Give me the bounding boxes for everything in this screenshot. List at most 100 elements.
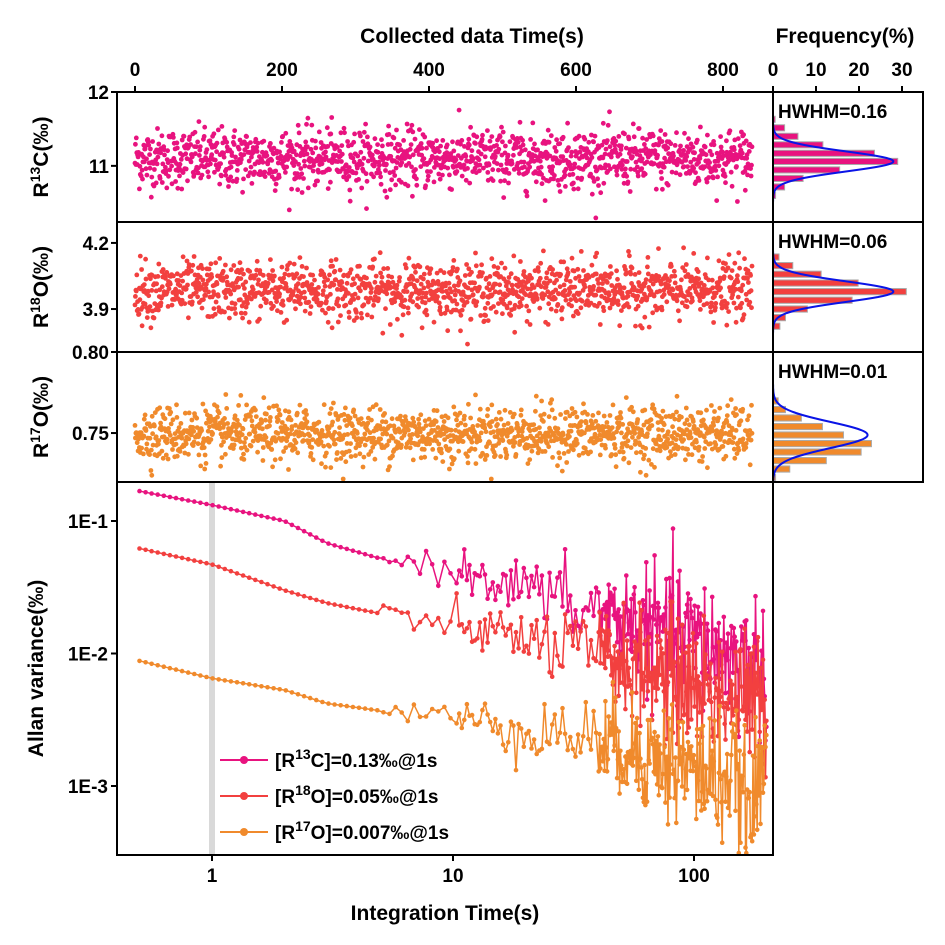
data-point [724,305,729,310]
data-point [699,459,705,464]
data-point [431,319,437,325]
data-point [247,170,253,176]
data-point [542,198,548,204]
data-point [243,279,249,285]
data-point [696,276,701,282]
data-point [504,452,510,458]
data-point [564,460,570,465]
data-point [537,275,543,281]
data-point [240,315,246,321]
data-point [728,275,734,281]
data-point [677,318,682,324]
allan-point [616,607,621,612]
data-point [167,432,173,438]
data-point [238,393,244,398]
data-point [617,151,623,157]
data-point [232,128,238,134]
data-point [715,174,720,180]
histogram-bar [772,457,827,465]
data-point [173,286,179,292]
data-point [581,401,586,407]
data-point [168,421,174,427]
allan-point [143,547,148,553]
data-point [201,134,207,139]
data-point [444,142,450,148]
data-point [425,177,431,183]
data-point [166,426,171,431]
data-point [724,322,730,328]
data-point [208,437,214,442]
allan-point [617,791,622,796]
data-point [713,305,718,311]
data-point [609,452,615,457]
data-point [422,454,428,460]
data-point [394,282,400,288]
allan-point [289,690,295,695]
data-point [541,411,547,417]
data-point [310,150,316,156]
data-point [275,417,281,423]
data-point [391,169,396,175]
allan-point [621,600,626,606]
data-point [263,435,269,440]
data-point [740,315,746,321]
data-point [685,164,690,170]
data-point [619,162,625,168]
data-point [407,154,413,160]
data-point [642,452,647,458]
data-point [176,425,182,430]
allan-point [661,689,667,694]
data-point [340,436,346,441]
data-point [223,262,228,268]
data-point [703,152,709,158]
data-point [530,120,536,126]
data-point [413,167,418,172]
data-point [378,174,383,180]
data-point [400,312,406,318]
data-point [496,440,502,446]
allan-point [562,547,568,552]
data-point [190,443,196,448]
allan-point [155,550,160,555]
allan-point [332,543,337,548]
data-point [174,415,180,420]
data-point [148,325,154,331]
data-point [316,285,321,290]
data-point [350,276,356,282]
data-point [335,319,341,325]
data-point [331,437,337,443]
data-point [346,309,352,315]
allan-point [667,665,672,671]
data-point [458,328,463,334]
data-point [260,445,266,450]
data-point [355,153,361,159]
data-point [574,441,580,446]
scatter-panels [132,107,755,482]
data-point [590,413,596,418]
data-point [612,442,618,447]
data-point [223,295,229,300]
allan-point [747,749,752,755]
data-point [745,417,750,423]
data-point [615,302,621,307]
data-point [626,460,632,466]
allan-point [611,662,616,668]
data-point [449,289,454,295]
data-point [287,154,293,159]
data-point [691,423,697,429]
allan-point [724,657,730,663]
data-point [484,453,490,458]
data-point [414,176,419,182]
data-point [482,305,488,311]
data-point [132,423,138,428]
data-point [691,251,697,256]
data-point [601,413,607,419]
data-point [214,140,220,146]
data-point [518,412,524,418]
data-point [749,263,755,269]
data-point [696,178,702,183]
data-point [462,144,467,149]
data-point [459,173,465,179]
data-point [358,416,364,421]
data-point [142,301,148,307]
